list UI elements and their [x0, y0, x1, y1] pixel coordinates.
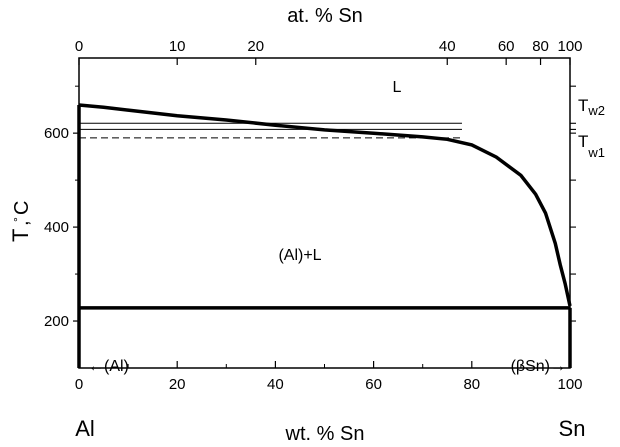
left-axis-title-degree: °	[11, 217, 25, 222]
tw1-label: Tw1	[578, 132, 605, 160]
tw2-label: Tw2	[578, 96, 605, 118]
left-axis-title: T , ° C	[8, 201, 33, 242]
y-tick-label: 600	[44, 125, 69, 142]
tw1-label-sub: w1	[587, 145, 605, 160]
y-tick-label: 200	[44, 313, 69, 330]
x-tick-label: 40	[267, 376, 284, 393]
liquid-region-label: L	[393, 79, 402, 96]
right-axis-ticks	[570, 85, 576, 322]
element-label-sn: Sn	[559, 416, 586, 441]
left-axis-ticks: 200 400 600	[44, 85, 79, 330]
x-tick-label: 20	[169, 376, 186, 393]
al-solid-label: ←(Al)	[88, 358, 129, 375]
left-axis-title-main: T	[8, 229, 33, 242]
left-axis-title-sep: ,	[11, 220, 33, 226]
tw2-label-sub: w2	[587, 103, 605, 118]
top-tick-label: 40	[439, 38, 456, 55]
top-axis-ticks: 0 10 20 40 60 80 100	[75, 38, 583, 65]
x-tick-label: 80	[463, 376, 480, 393]
x-tick-label: 100	[557, 376, 582, 393]
top-tick-label: 20	[247, 38, 264, 55]
top-tick-label: 100	[557, 38, 582, 55]
element-label-al: Al	[75, 416, 95, 441]
tw1-label-main: T	[578, 132, 588, 151]
top-tick-label: 60	[498, 38, 515, 55]
x-tick-label: 60	[365, 376, 382, 393]
bottom-axis-title: wt. % Sn	[285, 423, 365, 445]
two-phase-region-label: (Al)+L	[278, 247, 321, 264]
y-tick-label: 400	[44, 219, 69, 236]
sn-solid-label: (βSn)→	[511, 358, 566, 375]
top-tick-label: 10	[169, 38, 186, 55]
top-axis-title: at. % Sn	[287, 5, 363, 27]
bottom-axis-ticks: 0 20 40 60 80 100	[75, 361, 583, 393]
top-tick-label: 0	[75, 38, 83, 55]
liquidus-curve	[78, 103, 572, 307]
left-axis-title-unit: C	[11, 201, 33, 215]
top-tick-label: 80	[532, 38, 549, 55]
tw2-label-main: T	[578, 96, 588, 115]
plot-frame	[78, 57, 571, 369]
x-tick-label: 0	[75, 376, 83, 393]
